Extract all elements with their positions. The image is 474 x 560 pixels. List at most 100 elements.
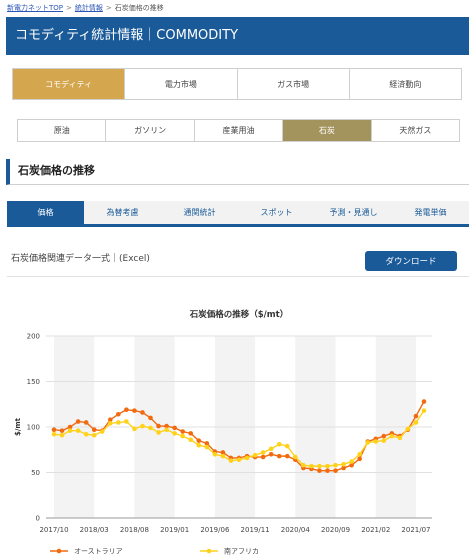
data-point <box>59 428 65 433</box>
y-tick-label: 100 <box>27 424 40 432</box>
subtab-gasoline[interactable]: ガソリン <box>106 120 195 141</box>
data-point <box>389 433 395 439</box>
commodity-sub-tabs: 原油 ガソリン 産業用油 石炭 天然ガス <box>17 119 460 142</box>
data-point <box>333 468 338 473</box>
breadcrumb-link-top[interactable]: 新電力ネットTOP <box>7 4 64 12</box>
x-tick-label: 2017/10 <box>39 526 68 534</box>
data-point <box>268 452 274 457</box>
chart-legend: オーストラリア 南アフリカ <box>50 547 259 556</box>
data-point <box>220 450 226 455</box>
data-point <box>284 453 290 459</box>
data-point <box>164 427 169 433</box>
data-point <box>51 431 57 437</box>
tab-gas-market[interactable]: ガス市場 <box>237 69 350 99</box>
data-point <box>268 446 274 452</box>
data-point <box>188 431 194 436</box>
excel-data-link[interactable]: 石炭価格関連データ一式｜(Excel) <box>11 254 150 264</box>
coal-price-chart: 石炭価格の推移（$/mt） 0 50 100 150 200 2017/10 2018/03… <box>14 309 432 556</box>
data-point <box>67 424 73 430</box>
data-point <box>284 443 290 449</box>
breadcrumb-current: 石炭価格の推移 <box>114 4 164 12</box>
data-point <box>99 429 105 434</box>
chart-grid <box>46 335 432 519</box>
data-point <box>260 454 266 460</box>
tab-forecast[interactable]: 予測・見通し <box>329 208 378 217</box>
legend-marker <box>56 548 62 554</box>
data-point <box>180 433 185 439</box>
data-point <box>236 457 242 463</box>
data-point <box>204 441 210 446</box>
download-button[interactable]: ダウンロード <box>365 251 457 271</box>
data-point <box>59 432 65 438</box>
data-point <box>172 431 177 436</box>
data-point <box>140 423 145 429</box>
data-point <box>148 425 153 431</box>
data-point <box>260 450 266 455</box>
chart-title: 石炭価格の推移（$/mt） <box>189 309 288 320</box>
tab-generation-cost[interactable]: 発電単価 <box>414 208 447 217</box>
tab-economic-trends[interactable]: 経済動向 <box>349 69 461 99</box>
chart-axes: 0 50 100 150 200 2017/10 2018/03 2018/08 2019/01… <box>14 333 432 534</box>
data-point <box>341 462 346 467</box>
data-point <box>196 442 202 448</box>
breadcrumb-separator: > <box>105 4 112 12</box>
data-point <box>172 425 177 431</box>
tab-price[interactable]: 価格 <box>7 201 84 224</box>
data-point <box>373 439 379 444</box>
tab-customs-stats[interactable]: 通関統計 <box>183 208 216 217</box>
data-point <box>132 426 137 432</box>
data-point <box>244 455 250 461</box>
tab-spot[interactable]: スポット <box>260 208 293 217</box>
data-point <box>83 420 89 425</box>
category-tabs: コモディティ 電力市場 ガス市場 経済動向 <box>12 68 462 100</box>
data-point <box>413 413 419 419</box>
data-point <box>333 462 338 468</box>
x-tick-label: 2021/02 <box>361 526 390 534</box>
data-point <box>91 432 97 438</box>
data-point <box>381 433 387 439</box>
breadcrumb-link-stats[interactable]: 統計情報 <box>74 4 103 12</box>
data-point <box>212 452 218 457</box>
data-point <box>413 420 419 425</box>
data-point <box>156 423 161 429</box>
data-point <box>116 411 121 417</box>
legend-label: 南アフリカ <box>224 547 259 556</box>
data-point <box>349 459 354 464</box>
data-point <box>204 444 210 450</box>
data-point <box>91 427 97 433</box>
y-tick-label: 200 <box>27 333 40 341</box>
data-point <box>220 453 226 459</box>
subtab-natural-gas[interactable]: 天然ガス <box>371 120 460 141</box>
data-point <box>301 462 306 468</box>
data-point <box>188 437 194 443</box>
data-point <box>397 435 403 441</box>
data-point <box>357 456 362 462</box>
x-tick-label: 2020/04 <box>281 526 311 534</box>
data-point <box>83 431 89 437</box>
x-tick-label: 2019/06 <box>200 526 230 534</box>
subtab-industrial-oil[interactable]: 産業用油 <box>194 120 284 141</box>
divider <box>7 276 469 277</box>
data-point <box>276 453 282 459</box>
data-point <box>357 452 362 457</box>
y-tick-label: 0 <box>36 515 40 523</box>
breadcrumb-separator: > <box>66 4 72 12</box>
series-1 <box>51 408 427 469</box>
legend-marker <box>206 548 212 554</box>
data-point <box>276 441 282 447</box>
subtab-crude-oil[interactable]: 原油 <box>18 120 107 141</box>
x-tick-label: 2018/08 <box>120 526 149 534</box>
data-point <box>341 465 346 471</box>
tab-power-market[interactable]: 電力市場 <box>125 69 238 99</box>
data-point <box>132 408 137 413</box>
chart-series <box>51 399 427 473</box>
subtab-coal[interactable]: 石炭 <box>283 120 372 141</box>
tab-commodity[interactable]: コモディティ <box>13 69 126 99</box>
data-point <box>421 399 427 404</box>
y-axis-label: $/mt <box>14 417 22 436</box>
x-tick-label: 2020/09 <box>321 526 350 534</box>
y-tick-label: 150 <box>27 378 40 386</box>
tab-exchange-adjusted[interactable]: 為替考慮 <box>106 208 139 217</box>
data-point <box>365 440 370 445</box>
data-point <box>75 419 81 424</box>
